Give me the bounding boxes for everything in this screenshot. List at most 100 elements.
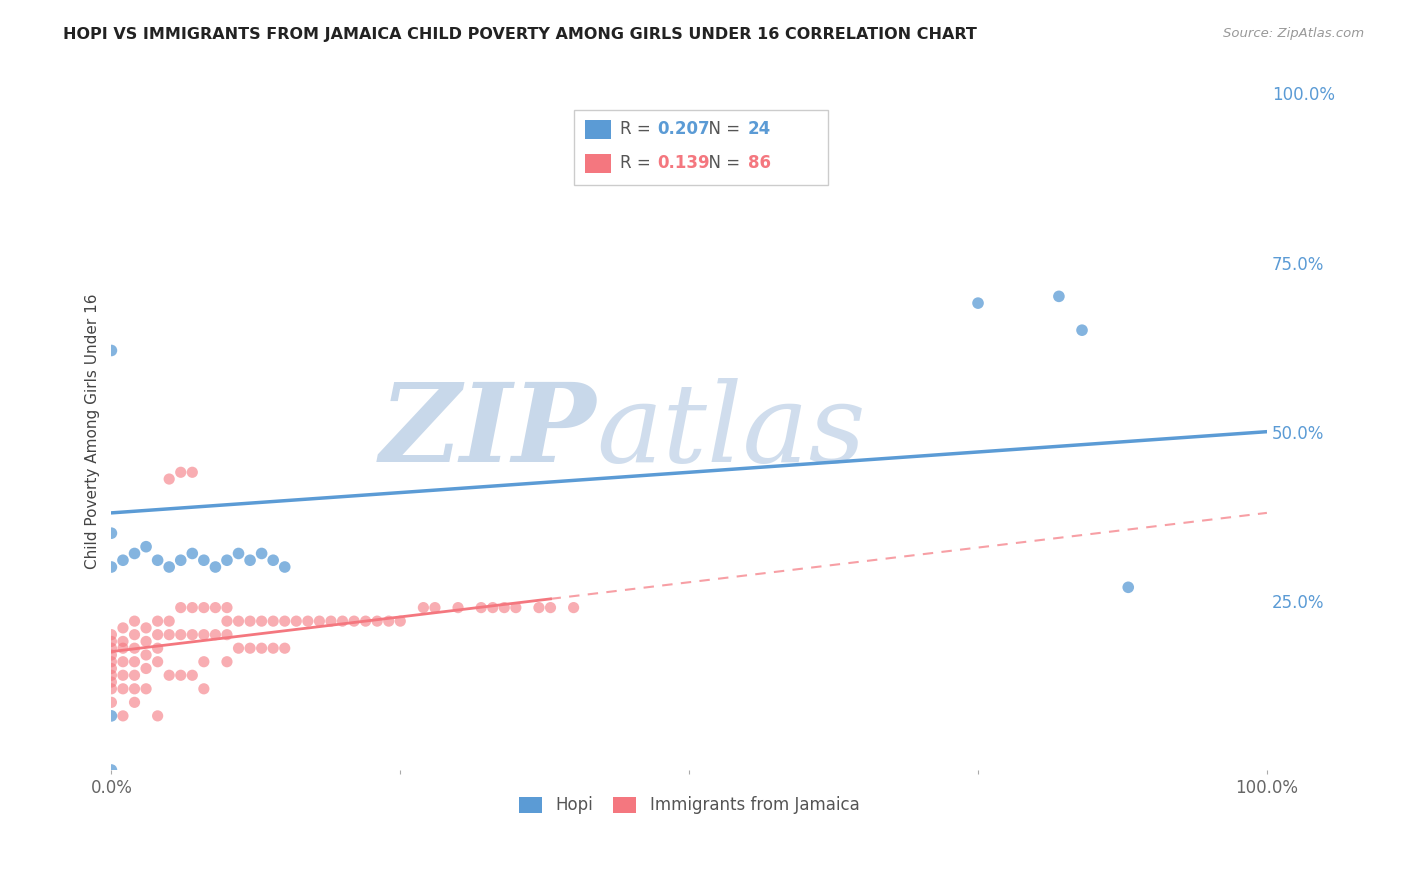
Text: atlas: atlas — [596, 378, 866, 485]
Point — [100, 675, 122, 690]
Point — [274, 641, 297, 656]
Point — [366, 614, 388, 628]
Point — [967, 296, 990, 310]
Point — [100, 628, 122, 642]
Point — [181, 628, 204, 642]
Point — [1116, 580, 1139, 594]
Point — [285, 614, 308, 628]
Point — [111, 655, 134, 669]
Point — [1047, 289, 1070, 303]
Point — [124, 628, 146, 642]
Point — [215, 628, 238, 642]
Point — [181, 600, 204, 615]
Point — [100, 695, 122, 709]
Bar — [585, 120, 610, 138]
Point — [170, 668, 193, 682]
Point — [100, 709, 122, 723]
Point — [319, 614, 342, 628]
Point — [562, 600, 585, 615]
Point — [100, 681, 122, 696]
Point — [111, 709, 134, 723]
Point — [124, 546, 146, 560]
Point — [470, 600, 492, 615]
Text: R =: R = — [620, 120, 655, 138]
Point — [135, 681, 157, 696]
Point — [481, 600, 503, 615]
Point — [111, 668, 134, 682]
Point — [146, 709, 169, 723]
Point — [124, 641, 146, 656]
Point — [100, 655, 122, 669]
Text: Source: ZipAtlas.com: Source: ZipAtlas.com — [1223, 27, 1364, 40]
Point — [135, 661, 157, 675]
Point — [124, 695, 146, 709]
Point — [146, 553, 169, 567]
Point — [146, 628, 169, 642]
Point — [193, 628, 215, 642]
Point — [215, 553, 238, 567]
Point — [193, 600, 215, 615]
Point — [262, 553, 284, 567]
Point — [412, 600, 434, 615]
Point — [124, 681, 146, 696]
Point — [170, 553, 193, 567]
Point — [124, 668, 146, 682]
Point — [274, 560, 297, 574]
Point — [215, 600, 238, 615]
Point — [228, 641, 250, 656]
Text: N =: N = — [699, 154, 745, 172]
Point — [215, 655, 238, 669]
Point — [447, 600, 470, 615]
Point — [100, 763, 122, 777]
Point — [262, 641, 284, 656]
Point — [181, 465, 204, 479]
Point — [170, 600, 193, 615]
Point — [135, 648, 157, 662]
Point — [250, 546, 273, 560]
Point — [135, 634, 157, 648]
Point — [274, 614, 297, 628]
Point — [100, 634, 122, 648]
Point — [250, 614, 273, 628]
Point — [332, 614, 354, 628]
Point — [100, 560, 122, 574]
Point — [170, 628, 193, 642]
Point — [111, 553, 134, 567]
Point — [124, 614, 146, 628]
Text: ZIP: ZIP — [380, 378, 596, 485]
Point — [262, 614, 284, 628]
Point — [111, 681, 134, 696]
Point — [354, 614, 377, 628]
Point — [389, 614, 412, 628]
Point — [527, 600, 550, 615]
Point — [204, 600, 226, 615]
Text: 86: 86 — [748, 154, 770, 172]
Point — [540, 600, 562, 615]
Legend: Hopi, Immigrants from Jamaica: Hopi, Immigrants from Jamaica — [510, 788, 868, 822]
FancyBboxPatch shape — [574, 111, 828, 185]
Point — [111, 641, 134, 656]
Point — [146, 641, 169, 656]
Point — [204, 628, 226, 642]
Point — [100, 648, 122, 662]
Point — [135, 621, 157, 635]
Point — [377, 614, 399, 628]
Point — [146, 655, 169, 669]
Point — [204, 560, 226, 574]
Point — [228, 546, 250, 560]
Point — [1071, 323, 1094, 337]
Point — [100, 526, 122, 541]
Point — [215, 614, 238, 628]
Text: 0.207: 0.207 — [657, 120, 710, 138]
Point — [146, 614, 169, 628]
Point — [239, 553, 262, 567]
Text: R =: R = — [620, 154, 655, 172]
Point — [343, 614, 366, 628]
Point — [239, 614, 262, 628]
Point — [239, 641, 262, 656]
Point — [100, 661, 122, 675]
Point — [157, 560, 180, 574]
Point — [157, 472, 180, 486]
Point — [250, 641, 273, 656]
Point — [181, 668, 204, 682]
